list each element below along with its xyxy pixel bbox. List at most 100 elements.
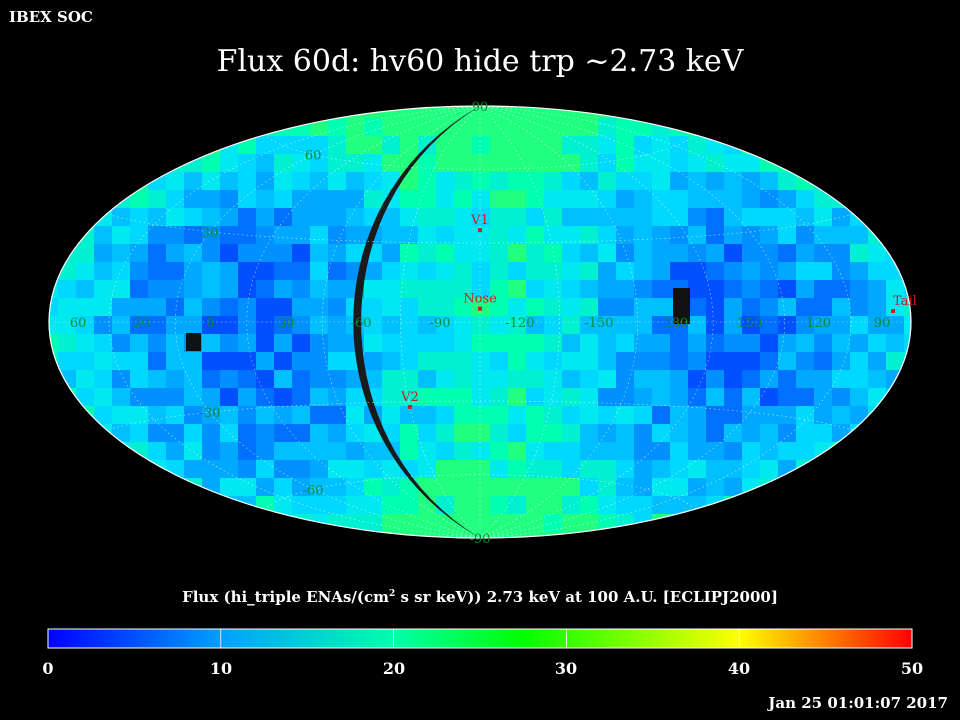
marker-label: V2 bbox=[400, 390, 419, 405]
flux-pixel bbox=[472, 388, 491, 407]
flux-pixel bbox=[778, 136, 797, 155]
flux-pixel bbox=[616, 226, 635, 245]
flux-pixel bbox=[112, 406, 131, 425]
flux-pixel bbox=[832, 478, 851, 497]
flux-pixel bbox=[796, 136, 815, 155]
flux-pixel bbox=[49, 118, 59, 137]
flux-pixel bbox=[148, 262, 167, 281]
flux-pixel bbox=[184, 496, 203, 515]
flux-pixel bbox=[526, 496, 545, 515]
flux-pixel bbox=[922, 100, 941, 119]
flux-pixel bbox=[904, 460, 911, 479]
flux-pixel bbox=[166, 514, 185, 533]
flux-pixel bbox=[670, 118, 689, 137]
flux-pixel bbox=[58, 280, 77, 299]
flux-pixel bbox=[688, 478, 707, 497]
flux-pixel bbox=[274, 154, 293, 173]
flux-pixel bbox=[490, 388, 509, 407]
flux-pixel bbox=[238, 424, 257, 443]
flux-pixel bbox=[904, 478, 911, 497]
flux-pixel bbox=[184, 514, 203, 533]
flux-pixel bbox=[202, 514, 221, 533]
flux-pixel bbox=[292, 406, 311, 425]
flux-pixel bbox=[148, 352, 167, 371]
flux-pixel bbox=[49, 424, 59, 443]
flux-pixel bbox=[472, 208, 491, 227]
flux-pixel bbox=[76, 208, 95, 227]
flux-pixel bbox=[670, 190, 689, 209]
flux-pixel bbox=[436, 442, 455, 461]
flux-pixel bbox=[148, 208, 167, 227]
flux-pixel bbox=[400, 496, 419, 515]
flux-pixel bbox=[796, 316, 815, 335]
flux-pixel bbox=[904, 496, 911, 515]
flux-pixel bbox=[292, 334, 311, 353]
flux-pixel bbox=[580, 226, 599, 245]
flux-pixel bbox=[166, 388, 185, 407]
flux-pixel bbox=[562, 388, 581, 407]
flux-pixel bbox=[598, 406, 617, 425]
flux-pixel bbox=[472, 352, 491, 371]
flux-pixel bbox=[706, 370, 725, 389]
flux-pixel bbox=[292, 280, 311, 299]
flux-pixel bbox=[706, 106, 725, 119]
flux-pixel bbox=[796, 532, 815, 538]
flux-pixel bbox=[580, 406, 599, 425]
flux-pixel bbox=[418, 208, 437, 227]
flux-pixel bbox=[364, 298, 383, 317]
flux-pixel bbox=[616, 172, 635, 191]
flux-pixel bbox=[166, 334, 185, 353]
flux-pixel bbox=[634, 388, 653, 407]
flux-pixel bbox=[292, 388, 311, 407]
flux-pixel bbox=[868, 136, 887, 155]
flux-pixel bbox=[868, 370, 887, 389]
flux-pixel bbox=[688, 190, 707, 209]
flux-pixel bbox=[886, 136, 905, 155]
flux-pixel bbox=[148, 118, 167, 137]
flux-pixel bbox=[634, 106, 653, 119]
flux-pixel bbox=[472, 514, 491, 533]
flux-pixel bbox=[706, 172, 725, 191]
flux-pixel bbox=[454, 460, 473, 479]
flux-pixel bbox=[778, 262, 797, 281]
flux-pixel bbox=[652, 280, 671, 299]
flux-pixel bbox=[112, 442, 131, 461]
flux-pixel bbox=[706, 478, 725, 497]
flux-pixel bbox=[832, 334, 851, 353]
flux-pixel bbox=[94, 280, 113, 299]
flux-pixel bbox=[400, 514, 419, 533]
flux-pixel bbox=[274, 136, 293, 155]
flux-pixel bbox=[580, 298, 599, 317]
flux-pixel bbox=[382, 154, 401, 173]
flux-pixel bbox=[49, 226, 59, 245]
flux-pixel bbox=[922, 532, 941, 551]
flux-pixel bbox=[292, 370, 311, 389]
flux-pixel bbox=[742, 262, 761, 281]
flux-pixel bbox=[94, 388, 113, 407]
flux-pixel bbox=[526, 118, 545, 137]
flux-pixel bbox=[742, 190, 761, 209]
flux-pixel bbox=[328, 370, 347, 389]
flux-pixel bbox=[364, 478, 383, 497]
flux-pixel bbox=[760, 532, 779, 538]
flux-pixel bbox=[814, 106, 833, 119]
flux-pixel bbox=[58, 172, 77, 191]
flux-pixel bbox=[760, 298, 779, 317]
meridian-line bbox=[479, 106, 714, 538]
flux-pixel bbox=[634, 424, 653, 443]
flux-pixel bbox=[688, 106, 707, 119]
flux-pixel bbox=[148, 370, 167, 389]
flux-pixel bbox=[256, 118, 275, 137]
flux-pixel bbox=[400, 280, 419, 299]
flux-pixel bbox=[418, 106, 437, 119]
flux-pixel bbox=[310, 424, 329, 443]
flux-pixel bbox=[760, 388, 779, 407]
flux-pixel bbox=[796, 406, 815, 425]
flux-pixel bbox=[706, 226, 725, 245]
flux-pixel bbox=[310, 370, 329, 389]
flux-pixel bbox=[184, 442, 203, 461]
flux-pixel bbox=[796, 262, 815, 281]
flux-pixel bbox=[850, 172, 869, 191]
flux-pixel bbox=[634, 244, 653, 263]
flux-pixel bbox=[274, 496, 293, 515]
